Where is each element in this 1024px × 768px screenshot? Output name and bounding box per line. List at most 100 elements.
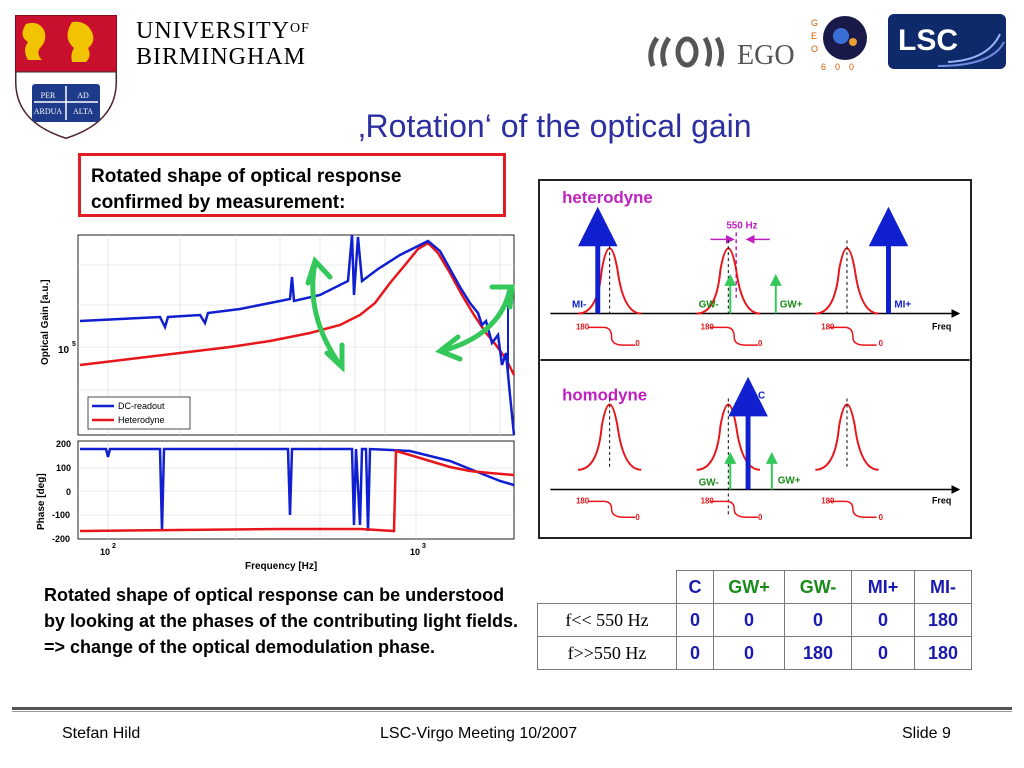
svg-text:O: O xyxy=(811,44,818,54)
university-line2: BIRMINGHAM xyxy=(136,44,307,70)
xtick-exp: 2 xyxy=(112,543,116,550)
svg-text:LSC: LSC xyxy=(898,24,958,57)
footer-divider xyxy=(12,707,1012,710)
svg-text:180: 180 xyxy=(576,322,590,331)
carrier-label: C xyxy=(758,391,765,402)
svg-text:ARDUA: ARDUA xyxy=(34,107,63,116)
table-header-row: C GW+ GW- MI+ MI- xyxy=(537,570,972,604)
svg-text:ALTA: ALTA xyxy=(73,107,93,116)
table-header-mi-minus: MI- xyxy=(914,570,972,604)
footer-author: Stefan Hild xyxy=(62,725,141,742)
table-cell: 0 xyxy=(851,636,915,670)
table-cell: 0 xyxy=(676,603,714,637)
legend xyxy=(87,396,191,430)
xtick: 10 xyxy=(410,547,420,557)
svg-text:180: 180 xyxy=(701,322,715,331)
sideband-diagram: heterodyne 550 Hz MI- MI+ GW- GW+ Freq 1… xyxy=(538,179,972,539)
svg-text:180: 180 xyxy=(821,496,835,505)
table-header-gw-minus: GW- xyxy=(784,570,852,604)
rotation-arrow-left-icon xyxy=(305,256,345,373)
svg-text:0: 0 xyxy=(635,339,640,348)
dc-readout-gain-curve xyxy=(79,234,516,436)
gain-ytick: 10 xyxy=(58,345,70,356)
phase-axes xyxy=(77,440,515,540)
svg-text:0: 0 xyxy=(879,339,884,348)
table-cell: 180 xyxy=(914,636,972,670)
phase-ytick: 100 xyxy=(56,463,71,473)
lsc-logo: LSC xyxy=(888,14,1006,69)
svg-text:0: 0 xyxy=(635,513,640,522)
footer-slide-number: Slide 9 xyxy=(902,725,951,742)
row-label: f<< 550 Hz xyxy=(537,603,677,637)
table-row: f>>550 Hz 0 0 180 0 180 xyxy=(537,636,972,670)
svg-text:6: 6 xyxy=(821,62,826,72)
table-cell: 0 xyxy=(676,636,714,670)
callout-box: Rotated shape of optical response confir… xyxy=(78,153,506,217)
university-crest-logo: PER AD ARDUA ALTA xyxy=(15,15,117,140)
ego-logo: EGO xyxy=(648,36,795,71)
table-cell: 0 xyxy=(851,603,915,637)
freq-axis-label: Freq xyxy=(932,495,951,505)
phase-ytick: 200 xyxy=(56,439,71,449)
dc-readout-phase-curve xyxy=(80,447,515,532)
row-label: f>>550 Hz xyxy=(537,636,677,670)
university-of: OF xyxy=(290,21,310,36)
svg-text:EGO: EGO xyxy=(737,40,795,71)
table-cell: 0 xyxy=(713,636,785,670)
slide-title: ‚Rotation‘ of the optical gain xyxy=(358,108,752,144)
footer-divider-thin xyxy=(12,711,1012,712)
svg-text:AD: AD xyxy=(77,91,89,100)
table-cell: 180 xyxy=(784,636,852,670)
svg-text:0: 0 xyxy=(879,513,884,522)
svg-text:G: G xyxy=(811,18,818,28)
gw-minus-label: GW- xyxy=(699,478,719,489)
heterodyne-phase-curve xyxy=(79,449,515,533)
phase-table: C GW+ GW- MI+ MI- f<< 550 Hz 0 0 0 0 180… xyxy=(537,570,972,670)
table-corner xyxy=(537,570,677,604)
explanation-text: Rotated shape of optical response can be… xyxy=(44,585,519,657)
svg-text:E: E xyxy=(811,31,817,41)
gw-minus-label: GW- xyxy=(699,300,719,311)
university-name: UNIVERSITYOF BIRMINGHAM xyxy=(136,18,310,70)
gain-grid xyxy=(78,235,514,435)
svg-text:0: 0 xyxy=(849,62,854,72)
table-header-mi-plus: MI+ xyxy=(851,570,915,604)
svg-text:PER: PER xyxy=(41,91,56,100)
table-row: f<< 550 Hz 0 0 0 0 180 xyxy=(537,603,972,637)
phase-ytick: -100 xyxy=(52,510,70,520)
freq-550-label: 550 Hz xyxy=(726,220,757,231)
heterodyne-label: heterodyne xyxy=(562,188,653,207)
gw-plus-label: GW+ xyxy=(780,300,803,311)
optical-gain-plot: DC-readout Heterodyne Optical Gain [a.u.… xyxy=(36,234,516,572)
svg-text:0: 0 xyxy=(758,339,763,348)
freq-axis-label: Freq xyxy=(932,321,951,331)
mi-minus-label: MI- xyxy=(572,300,586,311)
university-line1: UNIVERSITY xyxy=(136,18,290,44)
geo600-logo: G E O 6 0 0 xyxy=(811,16,867,72)
svg-text:180: 180 xyxy=(701,496,715,505)
gain-ylabel: Optical Gain [a.u.] xyxy=(40,279,51,365)
footer-meeting: LSC-Virgo Meeting 10/2007 xyxy=(380,725,578,742)
gw-plus-label: GW+ xyxy=(778,476,801,487)
plot-xlabel: Frequency [Hz] xyxy=(245,561,317,572)
xtick-exp: 3 xyxy=(422,543,426,550)
table-header-c: C xyxy=(676,570,714,604)
table-cell: 0 xyxy=(713,603,785,637)
phase-ytick: -200 xyxy=(52,534,70,544)
phase-ytick: 0 xyxy=(66,487,71,497)
legend-heterodyne: Heterodyne xyxy=(118,415,165,425)
rotation-arrow-right-icon xyxy=(435,284,515,362)
table-cell: 0 xyxy=(784,603,852,637)
svg-text:0: 0 xyxy=(758,513,763,522)
svg-text:180: 180 xyxy=(821,322,835,331)
legend-dc-readout: DC-readout xyxy=(118,401,165,411)
table-cell: 180 xyxy=(914,603,972,637)
homodyne-label: homodyne xyxy=(562,386,647,405)
svg-text:0: 0 xyxy=(835,62,840,72)
table-header-gw-plus: GW+ xyxy=(713,570,785,604)
xtick: 10 xyxy=(100,547,110,557)
mi-plus-label: MI+ xyxy=(894,300,911,311)
heterodyne-gain-curve xyxy=(79,241,516,376)
svg-text:180: 180 xyxy=(576,496,590,505)
gain-ytick-exp: 5 xyxy=(72,341,76,348)
